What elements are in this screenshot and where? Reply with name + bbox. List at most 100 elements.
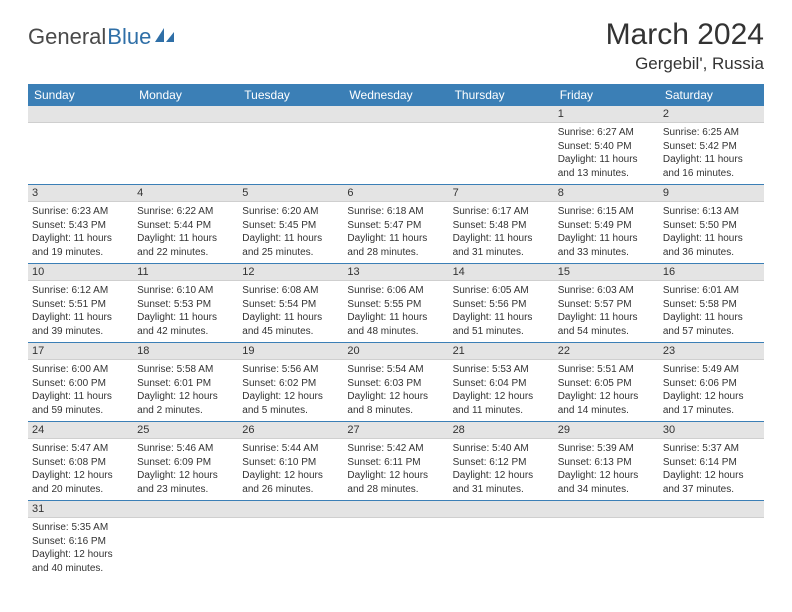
sunset-text: Sunset: 5:44 PM xyxy=(137,219,234,233)
calendar-day-cell xyxy=(449,501,554,580)
sunrise-text: Sunrise: 6:03 AM xyxy=(558,284,655,298)
sunset-text: Sunset: 5:42 PM xyxy=(663,140,760,154)
calendar-day-cell: 6Sunrise: 6:18 AMSunset: 5:47 PMDaylight… xyxy=(343,185,448,264)
daylight-text: Daylight: 12 hours and 37 minutes. xyxy=(663,469,760,496)
daylight-text: Daylight: 12 hours and 2 minutes. xyxy=(137,390,234,417)
weekday-wednesday: Wednesday xyxy=(343,84,448,106)
day-details: Sunrise: 5:47 AMSunset: 6:08 PMDaylight:… xyxy=(28,439,133,500)
day-number: 19 xyxy=(238,343,343,360)
weekday-thursday: Thursday xyxy=(449,84,554,106)
day-number: 4 xyxy=(133,185,238,202)
sunrise-text: Sunrise: 5:37 AM xyxy=(663,442,760,456)
sunset-text: Sunset: 6:16 PM xyxy=(32,535,129,549)
day-number: 13 xyxy=(343,264,448,281)
day-number xyxy=(449,106,554,123)
day-number: 21 xyxy=(449,343,554,360)
daylight-text: Daylight: 11 hours and 25 minutes. xyxy=(242,232,339,259)
sunset-text: Sunset: 6:01 PM xyxy=(137,377,234,391)
day-number: 16 xyxy=(659,264,764,281)
sunset-text: Sunset: 6:03 PM xyxy=(347,377,444,391)
daylight-text: Daylight: 12 hours and 31 minutes. xyxy=(453,469,550,496)
calendar-day-cell: 23Sunrise: 5:49 AMSunset: 6:06 PMDayligh… xyxy=(659,343,764,422)
day-number: 27 xyxy=(343,422,448,439)
sunrise-text: Sunrise: 5:44 AM xyxy=(242,442,339,456)
calendar-week-row: 31Sunrise: 5:35 AMSunset: 6:16 PMDayligh… xyxy=(28,501,764,580)
day-details: Sunrise: 5:51 AMSunset: 6:05 PMDaylight:… xyxy=(554,360,659,421)
sunrise-text: Sunrise: 6:18 AM xyxy=(347,205,444,219)
day-number: 5 xyxy=(238,185,343,202)
day-number: 18 xyxy=(133,343,238,360)
day-details: Sunrise: 6:01 AMSunset: 5:58 PMDaylight:… xyxy=(659,281,764,342)
sunset-text: Sunset: 6:13 PM xyxy=(558,456,655,470)
day-number xyxy=(343,501,448,518)
daylight-text: Daylight: 11 hours and 45 minutes. xyxy=(242,311,339,338)
day-details: Sunrise: 5:58 AMSunset: 6:01 PMDaylight:… xyxy=(133,360,238,421)
calendar-day-cell: 31Sunrise: 5:35 AMSunset: 6:16 PMDayligh… xyxy=(28,501,133,580)
calendar-day-cell: 29Sunrise: 5:39 AMSunset: 6:13 PMDayligh… xyxy=(554,422,659,501)
day-number: 28 xyxy=(449,422,554,439)
sunset-text: Sunset: 5:53 PM xyxy=(137,298,234,312)
day-number: 7 xyxy=(449,185,554,202)
day-number xyxy=(238,106,343,123)
day-number xyxy=(659,501,764,518)
daylight-text: Daylight: 11 hours and 28 minutes. xyxy=(347,232,444,259)
day-details: Sunrise: 5:46 AMSunset: 6:09 PMDaylight:… xyxy=(133,439,238,500)
sunset-text: Sunset: 6:11 PM xyxy=(347,456,444,470)
calendar-day-cell: 2Sunrise: 6:25 AMSunset: 5:42 PMDaylight… xyxy=(659,106,764,185)
daylight-text: Daylight: 11 hours and 42 minutes. xyxy=(137,311,234,338)
sunrise-text: Sunrise: 5:58 AM xyxy=(137,363,234,377)
day-number: 12 xyxy=(238,264,343,281)
calendar-day-cell: 16Sunrise: 6:01 AMSunset: 5:58 PMDayligh… xyxy=(659,264,764,343)
sunrise-text: Sunrise: 6:23 AM xyxy=(32,205,129,219)
daylight-text: Daylight: 12 hours and 11 minutes. xyxy=(453,390,550,417)
day-number: 30 xyxy=(659,422,764,439)
sunrise-text: Sunrise: 6:05 AM xyxy=(453,284,550,298)
sunset-text: Sunset: 6:05 PM xyxy=(558,377,655,391)
day-number: 17 xyxy=(28,343,133,360)
logo-text-general: General xyxy=(28,24,106,50)
daylight-text: Daylight: 12 hours and 26 minutes. xyxy=(242,469,339,496)
sunset-text: Sunset: 5:50 PM xyxy=(663,219,760,233)
calendar-day-cell: 14Sunrise: 6:05 AMSunset: 5:56 PMDayligh… xyxy=(449,264,554,343)
sunset-text: Sunset: 6:02 PM xyxy=(242,377,339,391)
sunset-text: Sunset: 5:47 PM xyxy=(347,219,444,233)
sunset-text: Sunset: 6:09 PM xyxy=(137,456,234,470)
sunrise-text: Sunrise: 5:39 AM xyxy=(558,442,655,456)
day-number: 1 xyxy=(554,106,659,123)
daylight-text: Daylight: 11 hours and 54 minutes. xyxy=(558,311,655,338)
day-details: Sunrise: 6:05 AMSunset: 5:56 PMDaylight:… xyxy=(449,281,554,342)
sunset-text: Sunset: 5:56 PM xyxy=(453,298,550,312)
sunset-text: Sunset: 5:58 PM xyxy=(663,298,760,312)
calendar-day-cell: 20Sunrise: 5:54 AMSunset: 6:03 PMDayligh… xyxy=(343,343,448,422)
day-details: Sunrise: 6:27 AMSunset: 5:40 PMDaylight:… xyxy=(554,123,659,184)
daylight-text: Daylight: 11 hours and 39 minutes. xyxy=(32,311,129,338)
day-details: Sunrise: 6:12 AMSunset: 5:51 PMDaylight:… xyxy=(28,281,133,342)
sunrise-text: Sunrise: 6:27 AM xyxy=(558,126,655,140)
sunrise-text: Sunrise: 6:17 AM xyxy=(453,205,550,219)
calendar-day-cell: 19Sunrise: 5:56 AMSunset: 6:02 PMDayligh… xyxy=(238,343,343,422)
calendar-day-cell: 7Sunrise: 6:17 AMSunset: 5:48 PMDaylight… xyxy=(449,185,554,264)
logo-text-blue: Blue xyxy=(107,24,151,50)
day-number xyxy=(133,501,238,518)
daylight-text: Daylight: 12 hours and 34 minutes. xyxy=(558,469,655,496)
day-number: 15 xyxy=(554,264,659,281)
day-number: 11 xyxy=(133,264,238,281)
calendar-day-cell xyxy=(659,501,764,580)
sunset-text: Sunset: 5:54 PM xyxy=(242,298,339,312)
daylight-text: Daylight: 11 hours and 36 minutes. xyxy=(663,232,760,259)
sunset-text: Sunset: 5:48 PM xyxy=(453,219,550,233)
sunrise-text: Sunrise: 6:13 AM xyxy=(663,205,760,219)
day-number: 8 xyxy=(554,185,659,202)
calendar-day-cell xyxy=(238,501,343,580)
calendar-day-cell: 3Sunrise: 6:23 AMSunset: 5:43 PMDaylight… xyxy=(28,185,133,264)
calendar-day-cell: 17Sunrise: 6:00 AMSunset: 6:00 PMDayligh… xyxy=(28,343,133,422)
day-details: Sunrise: 6:00 AMSunset: 6:00 PMDaylight:… xyxy=(28,360,133,421)
sunset-text: Sunset: 6:10 PM xyxy=(242,456,339,470)
daylight-text: Daylight: 12 hours and 23 minutes. xyxy=(137,469,234,496)
day-number: 31 xyxy=(28,501,133,518)
daylight-text: Daylight: 12 hours and 20 minutes. xyxy=(32,469,129,496)
month-title: March 2024 xyxy=(606,18,764,52)
calendar-day-cell xyxy=(343,106,448,185)
daylight-text: Daylight: 11 hours and 16 minutes. xyxy=(663,153,760,180)
sunset-text: Sunset: 6:06 PM xyxy=(663,377,760,391)
